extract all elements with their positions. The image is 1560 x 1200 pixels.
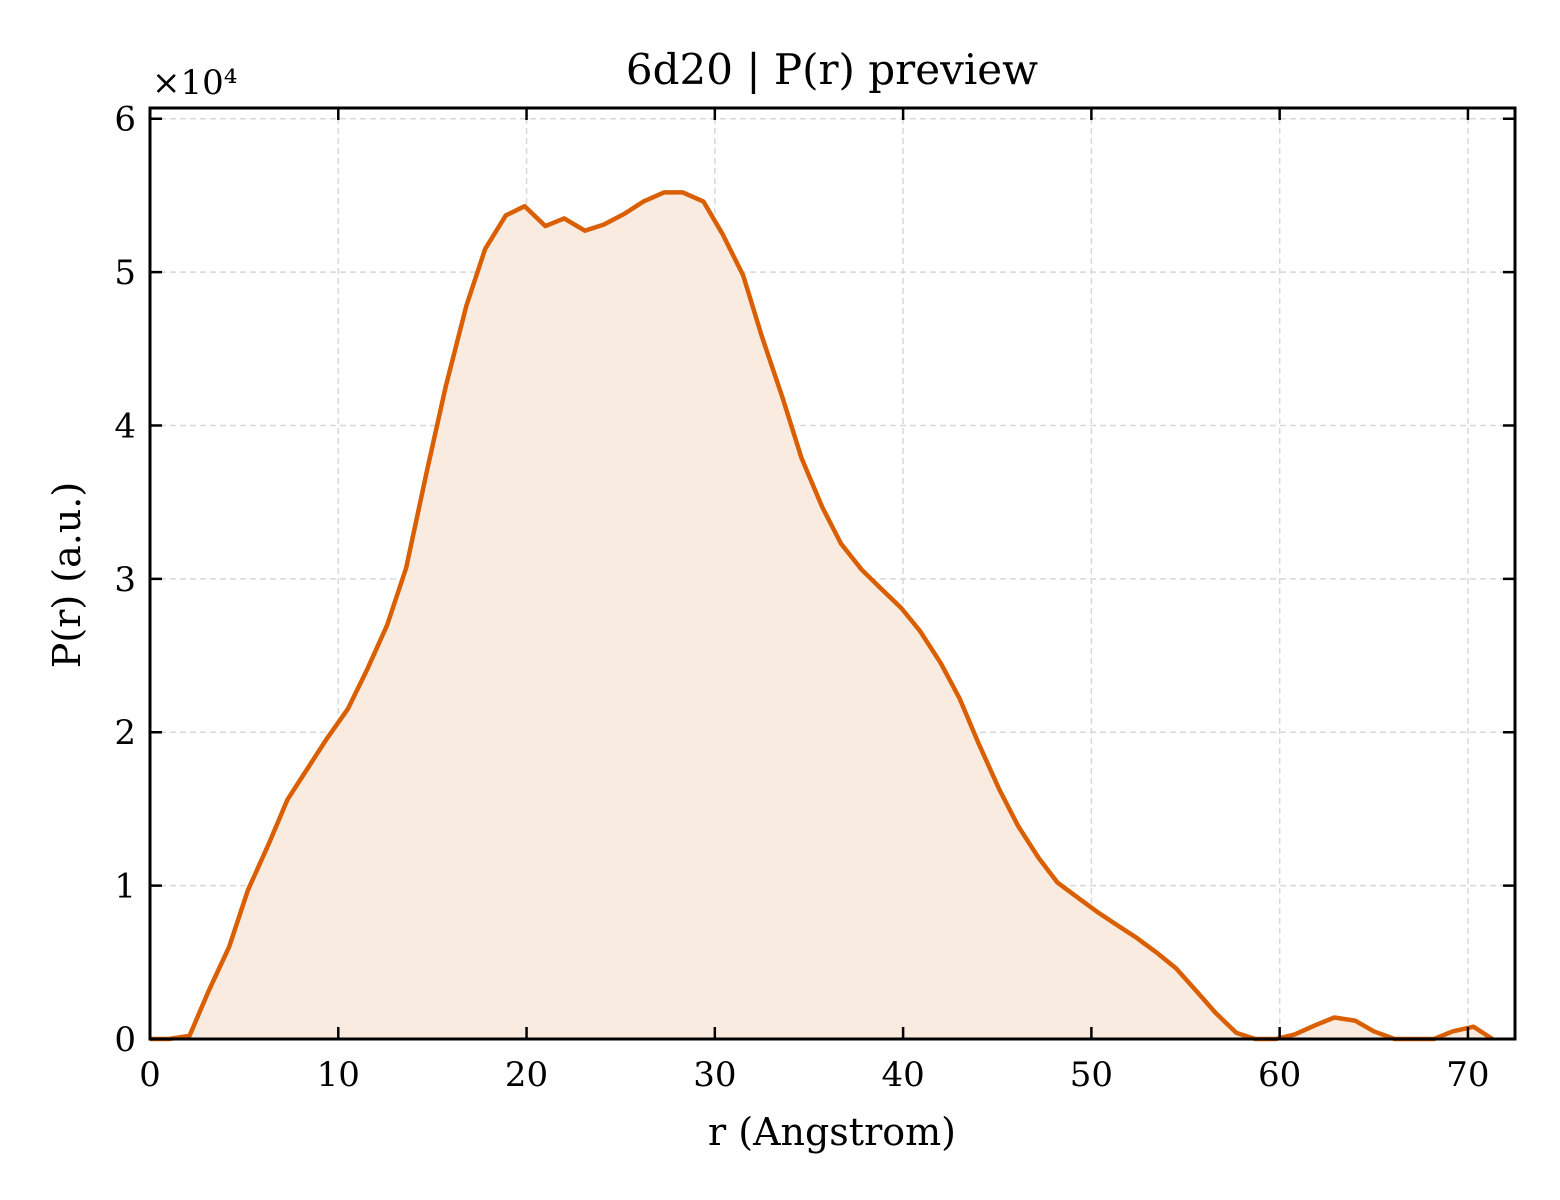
plot-frame [148,106,1517,1041]
x-tick-label: 30 [693,1055,736,1095]
x-tick-label: 20 [505,1055,548,1095]
y-tick-label: 4 [114,406,136,446]
x-tick-label: 70 [1446,1055,1489,1095]
axis-ticks [148,108,1515,1041]
pr-area-fill [150,192,1493,1039]
y-tick-label: 5 [114,253,136,293]
x-tick-label: 50 [1070,1055,1113,1095]
chart-title: 6d20 | P(r) preview [626,45,1038,94]
y-tick-label: 0 [114,1020,136,1060]
y-tick-label: 2 [114,713,136,753]
x-tick-label: 40 [881,1055,924,1095]
x-axis-label: r (Angstrom) [708,1110,956,1154]
y-multiplier-label: ×10⁴ [152,63,237,103]
y-tick-label: 6 [114,100,136,140]
y-tick-label: 1 [114,867,136,907]
y-tick-label: 3 [114,560,136,600]
x-tick-label: 60 [1258,1055,1301,1095]
x-tick-labels: 0 10 20 30 40 50 60 70 [139,1055,1489,1095]
y-tick-labels: 0 1 2 3 4 5 6 [114,100,136,1060]
x-tick-label: 10 [317,1055,360,1095]
x-tick-label: 0 [139,1055,161,1095]
y-axis-label: P(r) (a.u.) [45,482,89,668]
